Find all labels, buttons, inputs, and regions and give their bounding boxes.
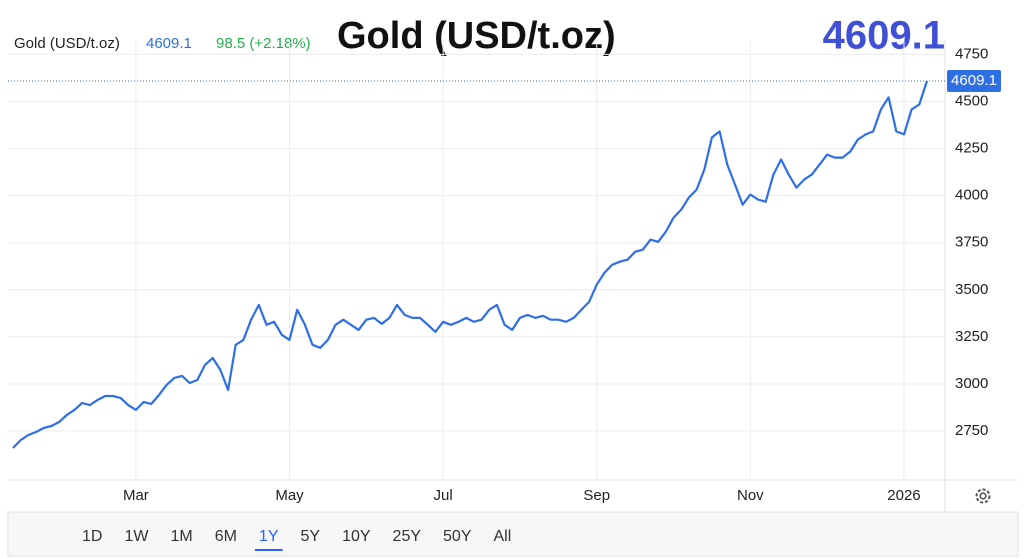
x-tick-label: Sep: [583, 487, 610, 504]
range-button[interactable]: 50Y: [443, 528, 472, 545]
x-tick-label: Jul: [434, 487, 453, 504]
x-tick-label: May: [275, 487, 304, 504]
range-button[interactable]: 1D: [82, 528, 102, 545]
y-tick-label: 3250: [955, 328, 988, 345]
y-tick-label: 4250: [955, 140, 988, 157]
y-tick-label: 4000: [955, 187, 988, 204]
range-button[interactable]: 1Y: [259, 528, 279, 545]
header-price: 4609.1: [146, 35, 192, 52]
range-button[interactable]: 1M: [170, 528, 192, 545]
price-line: [12, 80, 929, 449]
header-symbol: Gold (USD/t.oz): [14, 35, 120, 52]
y-tick-label: 3750: [955, 234, 988, 251]
range-button[interactable]: 5Y: [301, 528, 321, 545]
big-price: 4609.1: [823, 14, 945, 58]
x-tick-label: Mar: [123, 487, 149, 504]
y-tick-label: 4500: [955, 92, 988, 109]
big-title: Gold (USD/t.oz): [337, 15, 616, 57]
last-price-box: [947, 69, 1001, 92]
settings-icon[interactable]: [975, 488, 991, 504]
range-button[interactable]: All: [493, 528, 511, 545]
x-tick-label: 2026: [887, 487, 920, 504]
range-button[interactable]: 6M: [215, 528, 237, 545]
y-tick-label: 2750: [955, 422, 988, 439]
y-tick-label: 3000: [955, 375, 988, 392]
range-button[interactable]: 25Y: [393, 528, 422, 545]
x-tick-label: Nov: [737, 487, 764, 504]
y-tick-label: 3500: [955, 281, 988, 298]
last-price-label: 4609.1: [951, 72, 997, 89]
y-tick-label: 4750: [955, 45, 988, 62]
range-bar: [7, 511, 1019, 557]
range-button[interactable]: 10Y: [342, 528, 371, 545]
header-change: 98.5 (+2.18%): [216, 35, 311, 52]
range-button[interactable]: 1W: [124, 528, 149, 545]
